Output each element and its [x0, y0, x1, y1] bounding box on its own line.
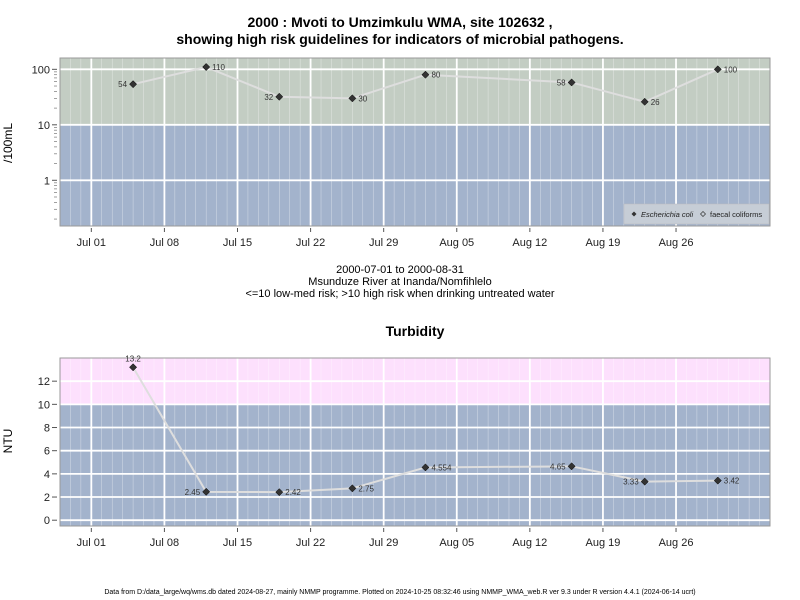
data-point: [348, 484, 357, 493]
y-tick-label: 0: [44, 515, 50, 527]
data-label: 2.42: [285, 488, 301, 497]
data-label: 30: [358, 94, 367, 103]
series-line: [132, 366, 718, 494]
x-tick-label: Jul 01: [77, 537, 106, 549]
data-label: 3.42: [724, 477, 740, 486]
x-tick-label: Jul 15: [223, 537, 252, 549]
y-tick-label: 10: [38, 120, 50, 132]
x-tick-label: Jul 15: [223, 237, 252, 249]
data-point: [129, 80, 138, 89]
x-tick-label: Aug 12: [512, 537, 547, 549]
data-label: 2.75: [358, 484, 374, 493]
data-label: 58: [557, 78, 566, 87]
site-name-text: Msunduze River at Inanda/Nomfihlelo: [308, 276, 492, 288]
x-tick-label: Jul 29: [369, 537, 398, 549]
data-point: [421, 70, 430, 79]
turbidity-title: Turbidity: [385, 323, 445, 339]
y-tick-label: 1: [44, 175, 50, 187]
data-point: [713, 476, 722, 485]
x-tick-label: Jul 22: [296, 537, 325, 549]
data-label: 3.33: [623, 478, 639, 487]
data-point: [640, 97, 649, 106]
chart-title-line2: showing high risk guidelines for indicat…: [176, 31, 624, 47]
footer-note: Data from D:/data_large/wq/wms.db dated …: [104, 589, 696, 596]
x-tick-label: Jul 08: [150, 537, 179, 549]
series-line: [132, 65, 719, 103]
data-point: [713, 65, 722, 74]
data-label: 110: [212, 63, 225, 72]
legend-label: faecal coliforms: [710, 210, 762, 219]
x-tick-label: Aug 19: [586, 237, 621, 249]
legend-label: Escherichia coli: [641, 210, 693, 219]
data-point: [421, 463, 430, 472]
y-tick-label: 100: [32, 64, 50, 76]
data-point: [640, 477, 649, 486]
x-tick-label: Aug 26: [659, 237, 694, 249]
x-tick-label: Jul 08: [150, 237, 179, 249]
data-point: [567, 462, 576, 471]
data-point: [129, 363, 138, 372]
y-tick-label: 4: [44, 469, 50, 481]
y-tick-label: 10: [38, 399, 50, 411]
x-tick-label: Aug 05: [439, 237, 474, 249]
y-tick-label: 12: [38, 376, 50, 388]
x-tick-label: Jul 22: [296, 237, 325, 249]
data-label: 4.554: [431, 463, 452, 472]
chart-title-line1: 2000 : Mvoti to Umzimkulu WMA, site 1026…: [247, 14, 553, 30]
risk-note-text: <=10 low-med risk; >10 high risk when dr…: [245, 288, 555, 300]
data-label: 26: [651, 98, 660, 107]
data-point: [202, 63, 211, 71]
x-tick-label: Aug 12: [512, 237, 547, 249]
data-label: 2.45: [185, 488, 201, 497]
x-tick-label: Jul 01: [77, 237, 106, 249]
x-tick-label: Jul 29: [369, 237, 398, 249]
y-tick-label: 2: [44, 492, 50, 504]
data-point: [202, 487, 211, 496]
x-tick-label: Aug 19: [586, 537, 621, 549]
plot-frame: [59, 357, 771, 527]
x-tick-label: Aug 26: [659, 537, 694, 549]
data-label: 100: [724, 65, 738, 74]
y-tick-label: 6: [44, 446, 50, 458]
turbidity-chart: Jul 01 Jul 08 Jul 15 Jul 22 Jul 29 Aug 05 Aug …: [38, 354, 771, 549]
data-point: [275, 92, 284, 101]
legend-marker-filled-diamond: [631, 211, 637, 217]
data-label: 54: [118, 80, 127, 89]
plot-frame: [59, 57, 771, 227]
date-range-text: 2000-07-01 to 2000-08-31: [336, 264, 464, 276]
data-label: 80: [431, 71, 440, 80]
x-tick-label: Aug 05: [439, 537, 474, 549]
y-tick-label: 8: [44, 423, 50, 435]
data-label: 4.65: [550, 462, 566, 471]
legend-marker-open-diamond: [700, 211, 706, 217]
data-label: 32: [264, 93, 273, 102]
data-point: [348, 94, 357, 103]
microbial-chart: Jul 01 Jul 08 Jul 15 Jul 22 Jul 29 Aug 05 Aug …: [32, 57, 771, 249]
data-label: 13.2: [125, 354, 141, 363]
legend-box: [623, 203, 770, 225]
data-point: [567, 78, 576, 87]
data-point: [275, 488, 284, 497]
